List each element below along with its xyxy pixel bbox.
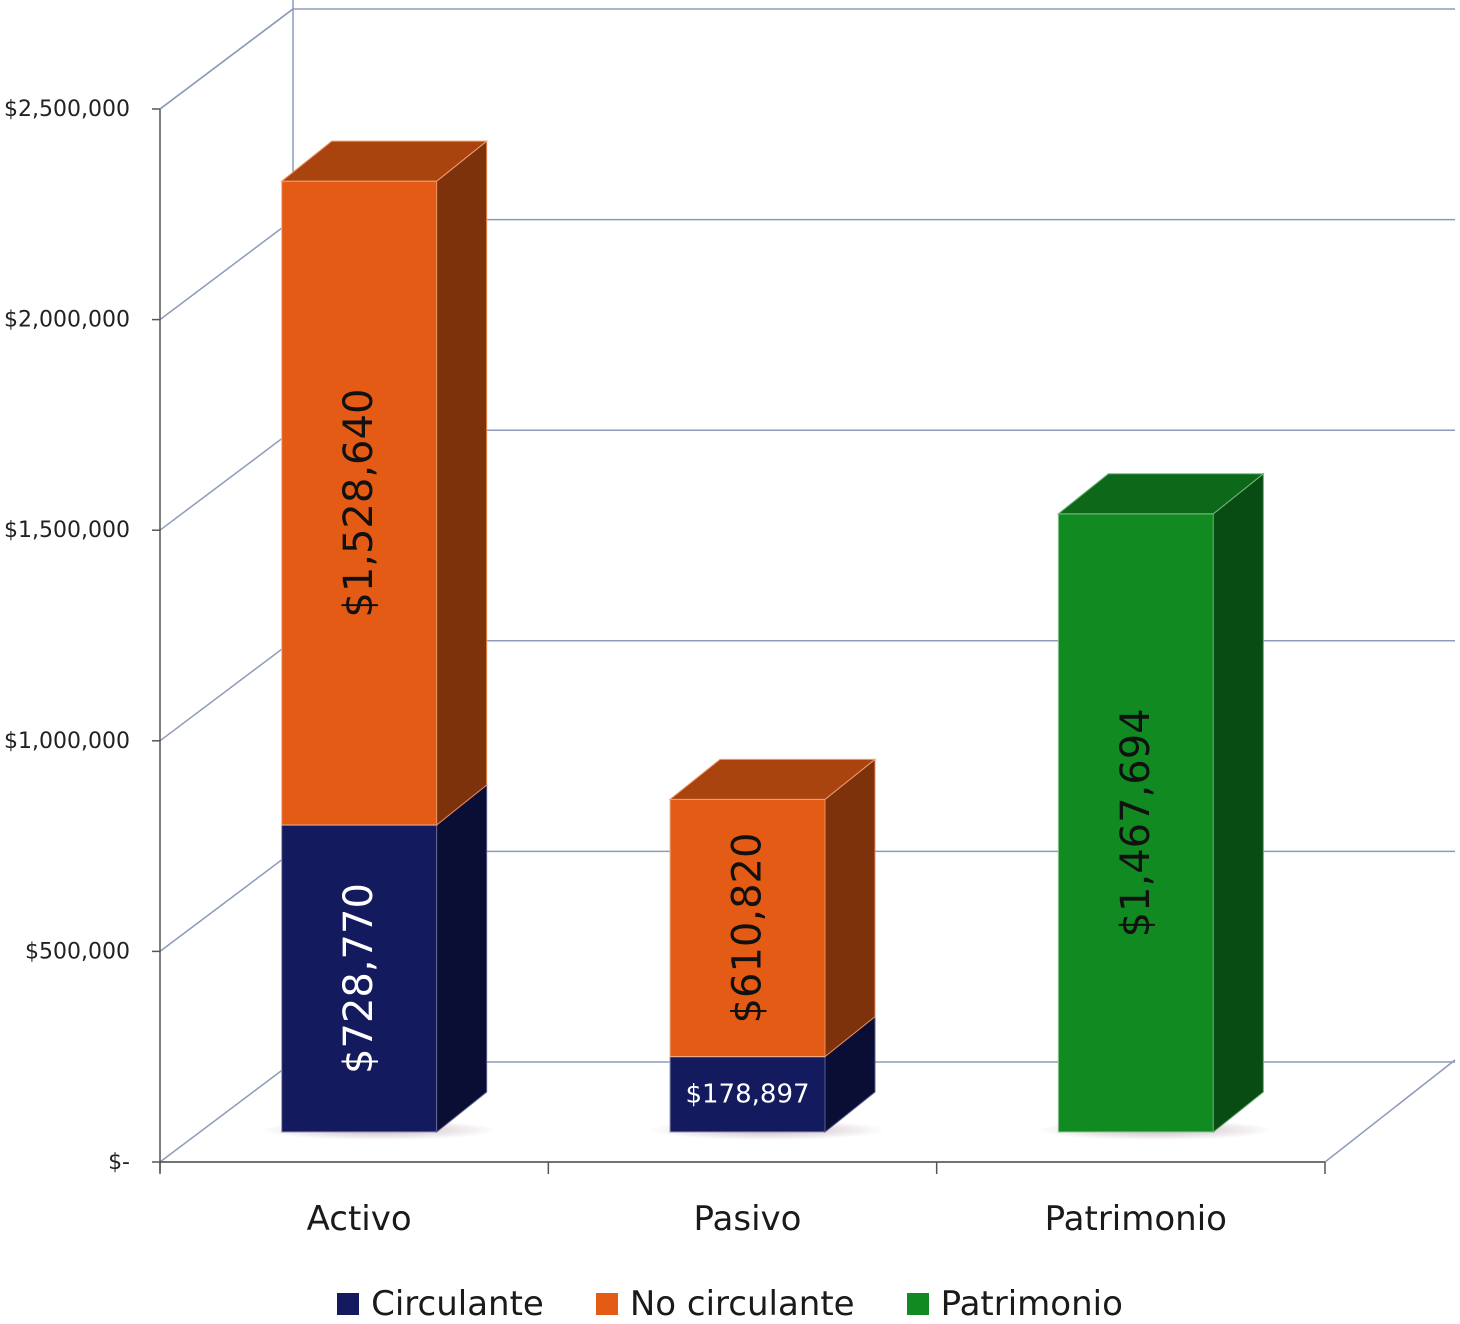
y-tick-label: $- xyxy=(108,1150,130,1175)
bar xyxy=(1057,513,1214,1133)
side-gridline xyxy=(159,219,294,321)
legend-swatch-no-circulante xyxy=(595,1293,618,1315)
legend-label-no-circulante: No circulante xyxy=(629,1284,855,1324)
side-gridline xyxy=(159,1061,294,1163)
x-tick-label: Activo xyxy=(307,1199,412,1239)
bar xyxy=(281,180,438,826)
legend-swatch-patrimonio xyxy=(906,1293,929,1315)
bar xyxy=(669,798,826,1058)
bar-side xyxy=(1212,472,1264,1134)
bar-top xyxy=(1056,473,1265,515)
legend-label-patrimonio: Patrimonio xyxy=(940,1284,1123,1324)
legend-label-circulante: Circulante xyxy=(371,1284,544,1324)
legend-item-circulante: Circulante xyxy=(337,1284,544,1324)
bar-top xyxy=(668,758,877,800)
bar xyxy=(281,824,438,1133)
bar xyxy=(669,1056,826,1133)
bar-top xyxy=(280,140,489,182)
y-tick-label: $2,500,000 xyxy=(4,97,130,122)
y-tick-label: $500,000 xyxy=(25,939,130,964)
x-tick-label: Pasivo xyxy=(694,1199,802,1239)
side-gridline-top xyxy=(159,8,294,110)
side-gridline xyxy=(159,640,294,742)
y-tick-label: $1,500,000 xyxy=(4,518,130,543)
bar-side xyxy=(824,758,876,1058)
x-tick-label: Patrimonio xyxy=(1045,1199,1227,1239)
legend-swatch-circulante xyxy=(337,1293,360,1315)
legend: Circulante No circulante Patrimonio xyxy=(0,1284,1460,1324)
bar-side xyxy=(436,784,488,1134)
data-label: $178,897 xyxy=(685,1079,809,1109)
data-label: $610,820 xyxy=(725,833,771,1024)
y-tick-label: $1,000,000 xyxy=(4,729,130,754)
chart-svg: $- $500,000 $1,000,000 $1,500,000 $2,000,000… xyxy=(4,0,1456,1239)
data-label: $1,528,640 xyxy=(336,389,382,618)
y-tick-label: $2,000,000 xyxy=(4,308,130,333)
bar-side xyxy=(436,140,488,827)
data-label: $1,467,694 xyxy=(1113,708,1159,937)
legend-item-no-circulante: No circulante xyxy=(595,1284,855,1324)
data-label: $728,770 xyxy=(336,883,382,1074)
side-gridline xyxy=(159,429,294,531)
side-gridline xyxy=(159,850,294,952)
legend-item-patrimonio: Patrimonio xyxy=(906,1284,1123,1324)
